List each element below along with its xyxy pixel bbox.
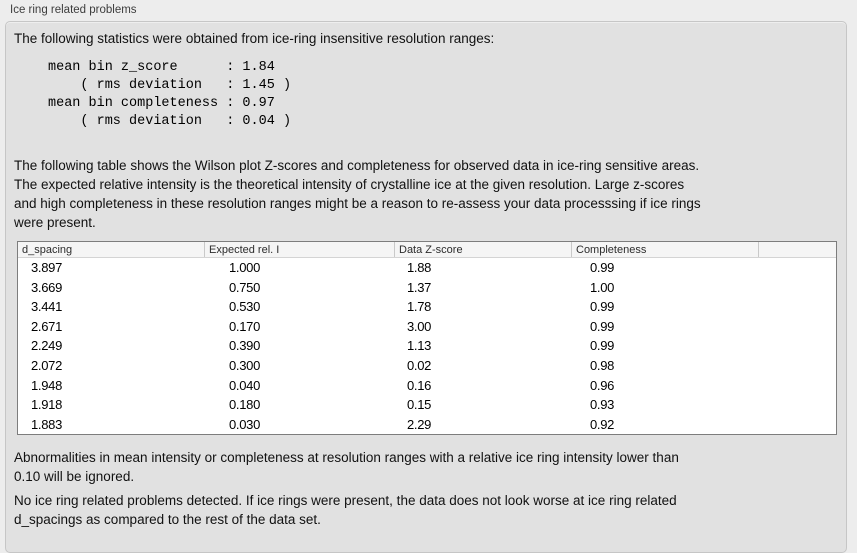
cell-empty	[758, 258, 836, 278]
table-row[interactable]: 3.897 1.000 1.88 0.99	[18, 258, 836, 278]
cell-data-z-score: 1.37	[407, 279, 432, 295]
cell-completeness: 0.98	[590, 357, 615, 373]
column-header-expected-rel-i[interactable]: Expected rel. I	[204, 242, 394, 257]
table-row[interactable]: 3.669 0.750 1.37 1.00	[18, 278, 836, 298]
cell-empty	[758, 278, 836, 298]
stats-block: mean bin z_score : 1.84 ( rms deviation …	[48, 60, 292, 129]
cell-completeness: 0.99	[590, 299, 615, 315]
column-header-empty[interactable]	[758, 242, 836, 257]
conclusion-text: No ice ring related problems detected. I…	[14, 493, 677, 527]
cell-completeness: 1.00	[590, 279, 615, 295]
cell-d-spacing: 1.918	[31, 397, 63, 413]
table-row[interactable]: 2.249 0.390 1.13 0.99	[18, 336, 836, 356]
cell-d-spacing: 2.072	[31, 357, 63, 373]
cell-data-z-score: 0.02	[407, 357, 432, 373]
cell-empty	[758, 336, 836, 356]
cell-data-z-score: 1.78	[407, 299, 432, 315]
table-description: The following table shows the Wilson plo…	[14, 158, 701, 230]
ice-ring-table: d_spacing Expected rel. I Data Z-score Comp…	[17, 241, 837, 436]
cell-data-z-score: 1.13	[407, 338, 432, 354]
column-header-completeness[interactable]: Completeness	[571, 242, 758, 257]
cell-completeness: 0.99	[590, 260, 615, 275]
column-header-d-spacing[interactable]: d_spacing	[22, 244, 73, 256]
cell-data-z-score: 3.00	[407, 318, 432, 334]
table-row[interactable]: 2.072 0.300 0.02 0.98	[18, 356, 836, 376]
cell-expected-rel-i: 0.530	[229, 299, 261, 315]
cell-expected-rel-i: 0.750	[229, 279, 261, 295]
cell-expected-rel-i: 0.170	[229, 318, 261, 334]
cell-completeness: 0.93	[590, 397, 615, 413]
ignore-note: Abnormalities in mean intensity or compl…	[14, 450, 679, 484]
cell-expected-rel-i: 0.300	[229, 357, 261, 373]
cell-completeness: 0.96	[590, 377, 615, 393]
table-body: 3.897 1.000 1.88 0.99 3.669 0.750 1.37 1.00 3.44…	[18, 258, 836, 434]
cell-expected-rel-i: 1.000	[229, 260, 261, 275]
cell-empty	[758, 297, 836, 317]
cell-empty	[758, 317, 836, 337]
cell-expected-rel-i: 0.040	[229, 377, 261, 393]
cell-d-spacing: 1.948	[31, 377, 63, 393]
table-header: d_spacing Expected rel. I Data Z-score Comp…	[18, 242, 836, 258]
cell-d-spacing: 2.249	[31, 338, 63, 354]
cell-d-spacing: 3.669	[31, 279, 63, 295]
cell-d-spacing: 3.897	[31, 260, 63, 275]
cell-completeness: 0.99	[590, 338, 615, 354]
table-row[interactable]: 2.671 0.170 3.00 0.99	[18, 317, 836, 337]
panel-title: Ice ring related problems	[10, 4, 137, 16]
table-row[interactable]: 1.948 0.040 0.16 0.96	[18, 376, 836, 396]
cell-data-z-score: 2.29	[407, 416, 432, 432]
cell-data-z-score: 0.16	[407, 377, 432, 393]
cell-data-z-score: 0.15	[407, 397, 432, 413]
cell-expected-rel-i: 0.390	[229, 338, 261, 354]
cell-empty	[758, 415, 836, 435]
cell-expected-rel-i: 0.030	[229, 416, 261, 432]
table-row[interactable]: 1.883 0.030 2.29 0.92	[18, 415, 836, 435]
cell-d-spacing: 2.671	[31, 318, 63, 334]
cell-expected-rel-i: 0.180	[229, 397, 261, 413]
cell-empty	[758, 376, 836, 396]
cell-empty	[758, 356, 836, 376]
cell-completeness: 0.99	[590, 318, 615, 334]
cell-d-spacing: 3.441	[31, 299, 63, 315]
table-row[interactable]: 3.441 0.530 1.78 0.99	[18, 297, 836, 317]
table-row[interactable]: 1.918 0.180 0.15 0.93	[18, 395, 836, 415]
cell-data-z-score: 1.88	[407, 260, 432, 275]
ice-ring-panel: The following statistics were obtained f…	[5, 21, 847, 553]
intro-text: The following statistics were obtained f…	[14, 31, 495, 46]
cell-d-spacing: 1.883	[31, 416, 63, 432]
cell-completeness: 0.92	[590, 416, 615, 432]
column-header-data-z-score[interactable]: Data Z-score	[394, 242, 571, 257]
cell-empty	[758, 395, 836, 415]
